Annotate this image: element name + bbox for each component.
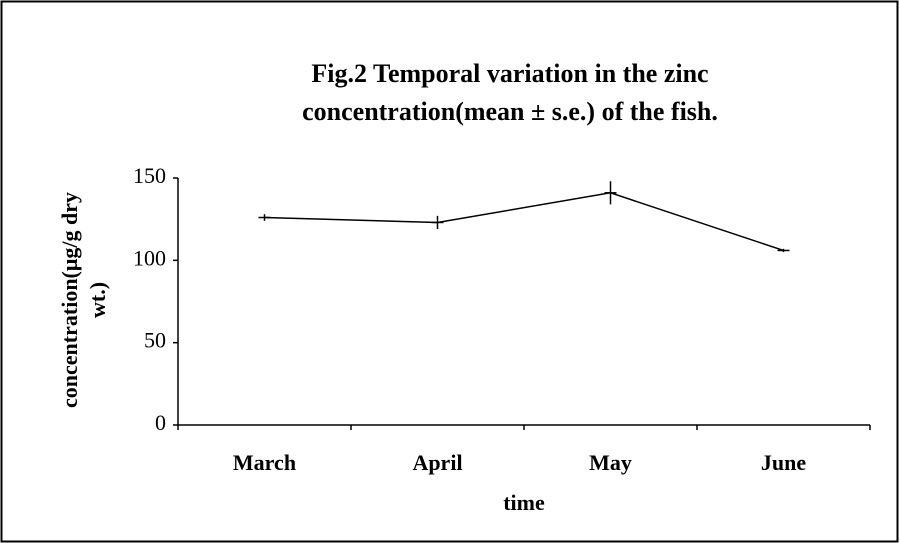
data-line — [264, 192, 784, 252]
y-axis-label: wt.) — [85, 282, 110, 318]
x-tick-label: March — [233, 450, 296, 475]
x-axis-label: time — [503, 490, 545, 515]
y-axis-label: concentration(μg/g dry — [57, 192, 82, 408]
y-tick-label: 50 — [144, 328, 166, 353]
y-tick-label: 150 — [133, 163, 166, 188]
x-tick-label: May — [589, 450, 632, 475]
x-tick-label: April — [412, 450, 462, 475]
y-tick-label: 0 — [155, 410, 166, 435]
y-axis-label-group: concentration(μg/g dry wt.) — [57, 192, 110, 408]
y-tick-label: 100 — [133, 245, 166, 270]
chart-title: Fig.2 Temporal variation in the zinc — [311, 59, 708, 88]
chart-title: concentration(mean ± s.e.) of the fish. — [302, 97, 718, 126]
x-tick-label: June — [761, 450, 806, 475]
